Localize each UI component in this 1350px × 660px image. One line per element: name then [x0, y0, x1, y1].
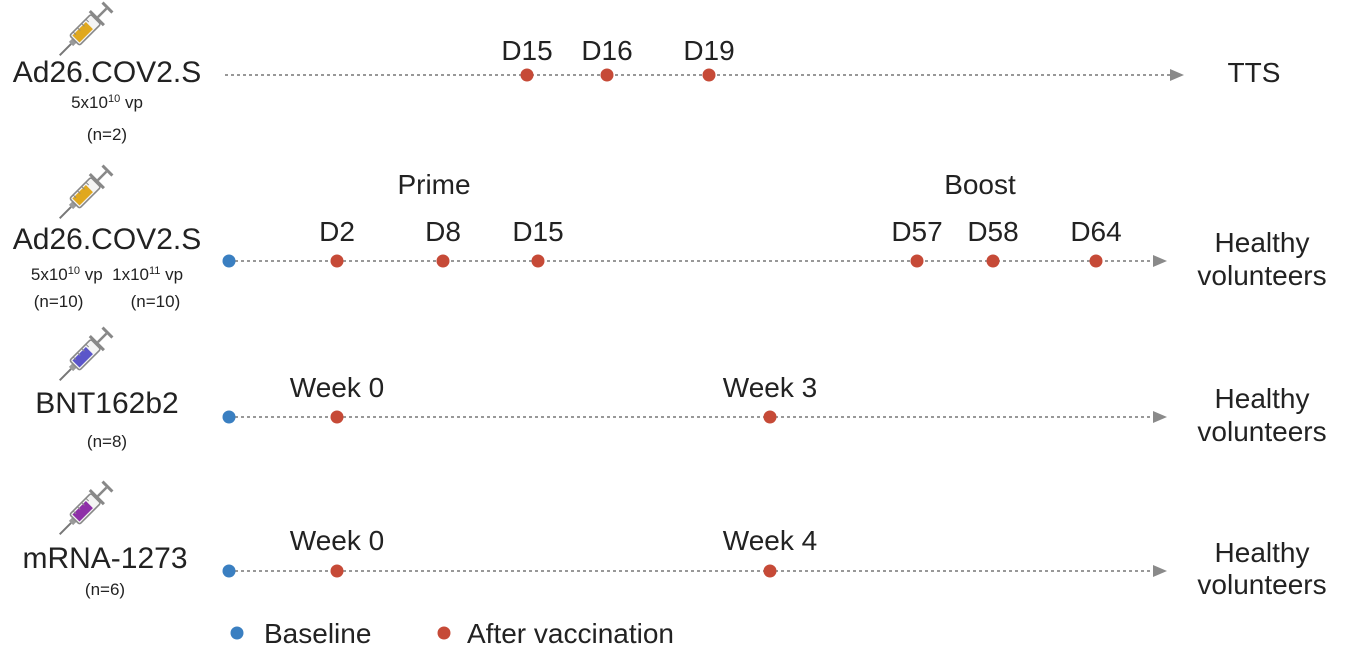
after-vaccination-dot — [986, 254, 1000, 268]
dose-info-line: (n=8) — [87, 432, 127, 451]
dose-text: (n=2) — [87, 125, 127, 144]
endpoint-label: TTS — [1228, 57, 1281, 88]
after-vaccination-dot — [436, 254, 450, 268]
timepoint-label: D64 — [1070, 216, 1121, 247]
legend-baseline-dot — [230, 626, 244, 640]
after-vaccination-dot — [1089, 254, 1103, 268]
dose-info-line: (n=6) — [85, 580, 125, 599]
syringe-icon — [59, 480, 114, 535]
dose-text: (n=6) — [85, 580, 125, 599]
legend-after-label: After vaccination — [467, 618, 674, 649]
timeline-row-3: BNT162b2 (n=8) Week 0 Week 3 Healthyvoluntee… — [35, 372, 1326, 451]
dose-exponent: 11 — [149, 265, 160, 277]
timeline-row-2: Ad26.COV2.S 5x1010 vp 1x1011 vp (n=10) (n=… — [13, 169, 1327, 311]
legend-after-dot — [437, 626, 451, 640]
dose-text: 5x10 — [71, 93, 108, 112]
dose-text: vp — [120, 93, 143, 112]
timepoint-label: D15 — [501, 35, 552, 66]
timeline-row-1: Ad26.COV2.S 5x1010 vp (n=2) D15 D16 D19 TTS — [13, 35, 1281, 144]
endpoint-label: volunteers — [1197, 416, 1326, 447]
timepoint-label: D2 — [319, 216, 355, 247]
phase-label: Prime — [397, 169, 470, 200]
after-vaccination-dot — [910, 254, 924, 268]
timepoint-label: Week 0 — [290, 372, 384, 403]
dose-info-line: (n=2) — [87, 125, 127, 144]
baseline-dot — [222, 564, 236, 578]
dose-info-line: (n=10) (n=10) — [34, 292, 180, 311]
endpoint-label: Healthy — [1215, 227, 1310, 258]
timeline-row-4: mRNA-1273 (n=6) Week 0 Week 4 Healthyvolunte… — [22, 525, 1326, 600]
legend: Baseline After vaccination — [230, 618, 674, 649]
after-vaccination-dot — [763, 410, 777, 424]
after-vaccination-dot — [531, 254, 545, 268]
vaccine-name: Ad26.COV2.S — [13, 223, 201, 256]
endpoint-label: volunteers — [1197, 260, 1326, 291]
syringe-icon — [59, 326, 114, 381]
dose-info-line: 5x1010 vp 1x1011 vp — [31, 265, 183, 284]
vaccine-name: Ad26.COV2.S — [13, 56, 201, 89]
timepoint-label: Week 4 — [723, 525, 817, 556]
vaccine-name: BNT162b2 — [35, 387, 178, 420]
endpoint-label: Healthy — [1215, 537, 1310, 568]
after-vaccination-dot — [763, 564, 777, 578]
dose-text: 5x10 — [31, 265, 68, 284]
timepoint-label: D8 — [425, 216, 461, 247]
phase-label: Boost — [944, 169, 1016, 200]
timepoint-label: D58 — [967, 216, 1018, 247]
timepoint-label: D19 — [683, 35, 734, 66]
dose-text: vp 1x10 — [80, 265, 149, 284]
dose-exponent: 10 — [108, 93, 120, 105]
after-vaccination-dot — [600, 68, 614, 82]
timepoint-label: Week 3 — [723, 372, 817, 403]
vaccine-name: mRNA-1273 — [22, 542, 187, 575]
dose-text: (n=8) — [87, 432, 127, 451]
baseline-dot — [222, 410, 236, 424]
after-vaccination-dot — [330, 564, 344, 578]
after-vaccination-dot — [520, 68, 534, 82]
syringe-icon — [59, 1, 114, 56]
dose-info-line: 5x1010 vp — [71, 93, 143, 112]
dose-text: vp — [160, 265, 183, 284]
endpoint-label: volunteers — [1197, 569, 1326, 600]
dose-exponent: 10 — [68, 265, 80, 277]
after-vaccination-dot — [330, 410, 344, 424]
syringe-icon — [59, 164, 114, 219]
legend-baseline-label: Baseline — [264, 618, 371, 649]
timepoint-label: D57 — [891, 216, 942, 247]
endpoint-label: Healthy — [1215, 383, 1310, 414]
timepoint-label: Week 0 — [290, 525, 384, 556]
timepoint-label: D16 — [581, 35, 632, 66]
after-vaccination-dot — [702, 68, 716, 82]
timepoint-label: D15 — [512, 216, 563, 247]
baseline-dot — [222, 254, 236, 268]
dose-text: (n=10) (n=10) — [34, 292, 180, 311]
after-vaccination-dot — [330, 254, 344, 268]
